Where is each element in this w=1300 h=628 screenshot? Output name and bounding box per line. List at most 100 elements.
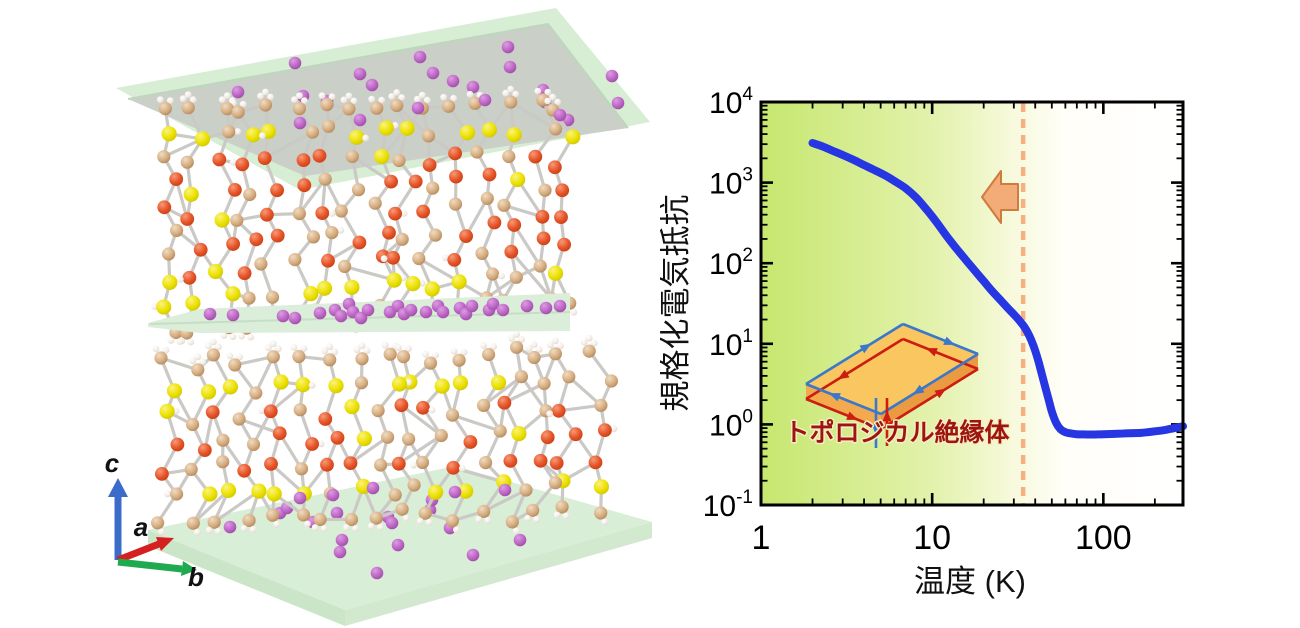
tan-atom bbox=[482, 347, 496, 362]
bond bbox=[510, 250, 553, 300]
tan-atom bbox=[371, 404, 385, 418]
white-atom bbox=[590, 339, 598, 347]
purple-ion bbox=[498, 483, 512, 497]
y-tick-label: 101 bbox=[709, 326, 753, 362]
left-block-arrow-icon bbox=[981, 170, 1019, 224]
bond bbox=[263, 130, 314, 160]
white-atom bbox=[262, 88, 269, 96]
red-atom bbox=[260, 207, 274, 222]
tan-atom bbox=[434, 428, 448, 443]
purple-ion bbox=[503, 60, 517, 74]
yellow-atom bbox=[156, 299, 172, 315]
purple-ion bbox=[411, 101, 425, 115]
purple-ion bbox=[465, 299, 479, 313]
inset-slab-side bbox=[881, 354, 978, 429]
yellow-atom bbox=[183, 186, 199, 202]
tan-atom bbox=[468, 96, 482, 110]
tan-atom bbox=[418, 506, 432, 520]
tan-atom bbox=[354, 376, 369, 390]
tan-atom bbox=[151, 516, 165, 530]
tan-atom bbox=[186, 417, 200, 432]
tan-atom bbox=[154, 351, 168, 365]
white-atom bbox=[362, 134, 369, 142]
white-atom bbox=[189, 96, 197, 104]
purple-ion bbox=[478, 93, 492, 107]
white-atom bbox=[229, 333, 237, 340]
white-atom bbox=[450, 347, 458, 355]
tan-atom bbox=[594, 506, 608, 520]
purple-ion bbox=[276, 309, 290, 323]
tan-atom bbox=[448, 197, 463, 211]
tan-atom bbox=[519, 483, 533, 497]
white-atom bbox=[291, 96, 298, 103]
white-atom bbox=[562, 512, 570, 520]
tan-atom bbox=[170, 487, 184, 501]
white-atom bbox=[331, 348, 339, 356]
tan-atom bbox=[388, 488, 402, 502]
tan-atom bbox=[604, 374, 619, 388]
white-atom bbox=[450, 94, 457, 102]
white-atom bbox=[580, 338, 588, 346]
white-atom bbox=[398, 94, 406, 101]
yellow-atom bbox=[303, 286, 319, 302]
structure-drawing bbox=[148, 40, 652, 626]
tan-atom bbox=[509, 340, 524, 354]
white-atom bbox=[458, 465, 466, 472]
tan-atom bbox=[216, 433, 230, 447]
yellow-atom bbox=[162, 274, 178, 290]
tan-atom bbox=[505, 515, 519, 529]
top-slab-rim-line bbox=[127, 22, 629, 129]
white-atom bbox=[507, 85, 515, 93]
purple-ion bbox=[223, 520, 237, 534]
red-atom bbox=[264, 457, 278, 471]
purple-ion bbox=[553, 108, 567, 122]
white-atom bbox=[223, 92, 231, 100]
white-atom bbox=[236, 353, 244, 361]
white-atom bbox=[547, 341, 554, 349]
tan-atom bbox=[426, 181, 440, 195]
white-atom bbox=[340, 96, 348, 104]
tan-atom bbox=[258, 98, 273, 112]
white-atom bbox=[525, 345, 533, 352]
yellow-atom bbox=[490, 375, 507, 391]
red-atom bbox=[447, 253, 462, 267]
red-atom bbox=[386, 250, 400, 265]
red-atom bbox=[554, 210, 568, 225]
white-atom bbox=[158, 528, 166, 536]
tan-atom bbox=[296, 508, 311, 522]
tan-atom bbox=[582, 344, 596, 358]
red-atom bbox=[330, 430, 345, 445]
purple-ion bbox=[404, 303, 418, 317]
white-atom bbox=[546, 410, 554, 418]
tan-atom bbox=[395, 502, 409, 516]
a-axis-label: a bbox=[134, 512, 148, 542]
bond bbox=[344, 264, 395, 282]
bottom-slab-side-face bbox=[345, 522, 652, 626]
tan-atom bbox=[292, 102, 306, 116]
chart-drawing: 1 10 100 104 103 102 101 100 10-1 bbox=[703, 84, 1187, 557]
bond bbox=[482, 488, 527, 513]
purple-ion bbox=[366, 481, 380, 495]
red-atom bbox=[487, 215, 502, 230]
tan-atom bbox=[321, 119, 336, 133]
white-atom bbox=[218, 96, 226, 104]
purple-ion bbox=[288, 311, 302, 325]
red-atom bbox=[205, 405, 220, 419]
red-atom bbox=[504, 244, 519, 259]
red-atom bbox=[237, 463, 252, 478]
purple-ion bbox=[553, 299, 567, 313]
inset-slab-front bbox=[806, 384, 881, 429]
tan-atom bbox=[526, 503, 540, 517]
tan-atom bbox=[396, 350, 411, 364]
white-atom bbox=[304, 520, 311, 528]
bond bbox=[400, 403, 443, 437]
white-atom bbox=[530, 341, 538, 348]
x-tick-label: 100 bbox=[1075, 519, 1132, 557]
red-atom bbox=[321, 253, 335, 268]
tan-atom bbox=[162, 247, 176, 261]
white-atom bbox=[610, 425, 618, 433]
tan-atom bbox=[538, 183, 552, 197]
white-atom bbox=[343, 524, 350, 531]
purple-ion bbox=[226, 308, 240, 322]
white-atom bbox=[498, 272, 505, 280]
